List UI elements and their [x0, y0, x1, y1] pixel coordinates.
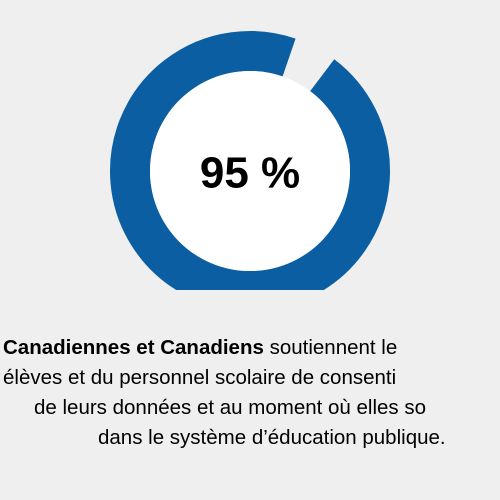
caption-emphasis: Canadiennes et Canadiens: [3, 336, 264, 359]
caption-line-1: Canadiennes et Canadiens soutiennent le: [3, 333, 397, 363]
caption-line-2: élèves et du personnel scolaire de conse…: [3, 366, 397, 389]
caption-line-1-rest: soutiennent le: [263, 336, 398, 359]
caption-line-4: dans le système d’éducation publique.: [98, 426, 446, 449]
donut-center-disc: [150, 71, 350, 271]
donut-ring-arc: [110, 31, 390, 290]
caption-line-3: de leurs données et au moment où elles s…: [34, 396, 427, 419]
donut-chart: 95 %: [110, 31, 390, 290]
donut-center-label: 95 %: [200, 149, 300, 198]
